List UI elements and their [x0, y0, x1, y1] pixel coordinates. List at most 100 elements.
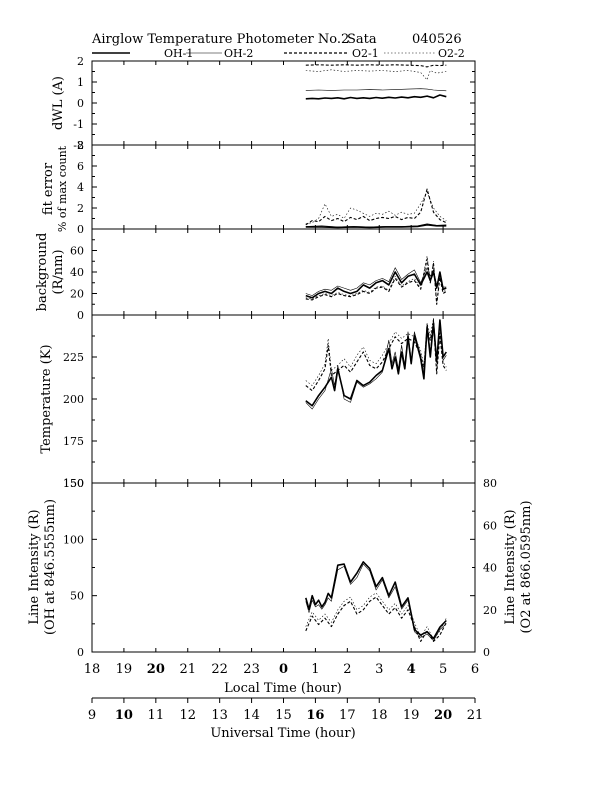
local-time-tick-label: 6: [471, 662, 479, 677]
y-tick-label: 225: [63, 351, 84, 364]
ylabel-fit-error: fit error: [41, 162, 56, 215]
local-time-tick-label: 3: [375, 662, 383, 677]
date-code: 040526: [412, 32, 462, 47]
series-oh-1-fit-error: [305, 224, 447, 229]
series-oh-2-background: [305, 267, 447, 296]
ylabel-temperature: Temperature (K): [39, 344, 54, 453]
tick-layer: 210-1-2864206040200225200175150150100500…: [63, 55, 497, 723]
local-time-tick-label: 21: [179, 662, 196, 677]
local-time-tick-label: 18: [84, 662, 101, 677]
ylabel-dwl: dWL (A): [51, 76, 66, 130]
local-time-tick-label: 23: [243, 662, 260, 677]
local-time-tick-label: 1: [311, 662, 319, 677]
y-tick-label: 2: [77, 202, 84, 215]
series-o2-1-background: [305, 258, 447, 305]
ylabel2-intensity: (OH at 846.5555nm): [43, 499, 58, 635]
ut-axis-label: Universal Time (hour): [210, 726, 355, 741]
local-time-tick-label: 4: [407, 662, 416, 677]
y-tick-label: 150: [63, 477, 84, 490]
ut-tick-label: 17: [339, 708, 356, 723]
local-time-tick-label: 0: [279, 662, 288, 677]
series-oh-1-temperature: [305, 319, 447, 407]
series-o2-2-fit-error: [305, 192, 447, 225]
chart-title: Airglow Temperature Photometer No.2: [91, 32, 349, 47]
panel-fit-error-frame: [91, 144, 476, 230]
y-tick-label: 0: [77, 223, 84, 236]
series-o2-2-dwl: [305, 69, 447, 81]
series-oh-1-background: [305, 271, 447, 299]
station-name: Sata: [347, 32, 377, 47]
ut-tick-label: 10: [115, 708, 133, 723]
ut-tick-label: 12: [179, 708, 196, 723]
local-time-tick-label: 19: [116, 662, 133, 677]
legend-label-o22: O2-2: [438, 47, 465, 60]
right-y-tick-label: 40: [483, 562, 497, 575]
local-time-tick-label: 22: [211, 662, 228, 677]
y-tick-label: 100: [63, 533, 84, 546]
y-tick-label: 4: [77, 181, 84, 194]
right-y-tick-label: 0: [483, 646, 490, 659]
series-oh-2-dwl: [305, 88, 447, 92]
ut-tick-label: 18: [371, 708, 388, 723]
legend: OH-1 OH-2 O2-1 O2-2: [92, 47, 465, 60]
series-oh-2-fit-error: [305, 223, 447, 228]
panel-temperature-frame: [91, 314, 476, 484]
panel-dwl-frame: [91, 60, 476, 146]
series-oh-2-temperature: [305, 318, 447, 410]
panel-background-frame: [91, 228, 476, 316]
y-tick-label: 20: [70, 288, 84, 301]
series-o2-2-line-intensity: [305, 592, 447, 640]
y-tick-label: 60: [70, 245, 84, 258]
local-time-tick-label: 5: [439, 662, 447, 677]
ut-tick-label: 16: [306, 708, 324, 723]
y-tick-label: 0: [77, 646, 84, 659]
y-tick-label: -2: [73, 139, 84, 152]
y-tick-label: 200: [63, 393, 84, 406]
ut-tick-label: 9: [88, 708, 96, 723]
series-o2-1-temperature: [305, 322, 447, 392]
legend-label-oh1: OH-1: [164, 47, 193, 60]
ut-tick-label: 20: [434, 708, 452, 723]
ylabel-intensity: Line Intensity (R): [27, 509, 42, 624]
y-tick-label: 2: [77, 55, 84, 68]
legend-label-oh2: OH-2: [224, 47, 253, 60]
y-tick-label: 8: [77, 139, 84, 152]
series-layer: [305, 64, 447, 642]
series-oh-1-dwl: [305, 94, 447, 100]
series-o2-1-fit-error: [305, 188, 447, 226]
y-tick-label: 1: [77, 76, 84, 89]
y-tick-label: 0: [77, 97, 84, 110]
y-tick-label: 175: [63, 435, 84, 448]
series-o2-1-line-intensity: [305, 596, 447, 642]
series-oh-1-line-intensity: [305, 561, 447, 640]
y-tick-label: -1: [73, 118, 84, 131]
right-y-tick-label: 60: [483, 519, 497, 532]
legend-label-o21: O2-1: [352, 47, 379, 60]
right-y-tick-label: 80: [483, 477, 497, 490]
local-time-tick-label: 2: [343, 662, 351, 677]
ylabel-background: background: [35, 233, 50, 312]
right-y-tick-label: 20: [483, 604, 497, 617]
ylabel2-fit-error: % of max count: [56, 145, 69, 232]
ut-tick-label: 14: [243, 708, 260, 723]
ut-tick-label: 21: [467, 708, 484, 723]
ut-tick-label: 19: [403, 708, 420, 723]
local-time-axis-label: Local Time (hour): [224, 681, 342, 696]
series-o2-1-dwl: [305, 64, 447, 68]
right-ylabel-intensity: Line Intensity (R): [503, 509, 518, 624]
local-time-tick-label: 20: [147, 662, 165, 677]
ut-tick-label: 15: [275, 708, 292, 723]
ut-tick-label: 11: [148, 708, 165, 723]
y-tick-label: 0: [77, 309, 84, 322]
y-tick-label: 6: [77, 160, 84, 173]
y-tick-label: 40: [70, 266, 84, 279]
y-tick-label: 150: [63, 477, 84, 490]
ylabel2-background: (R/nm): [51, 249, 66, 294]
panel-intensity-frame: [91, 482, 476, 653]
series-oh-2-line-intensity: [305, 563, 447, 642]
y-tick-label: 50: [70, 590, 84, 603]
series-o2-2-temperature: [305, 318, 447, 386]
ut-tick-label: 13: [211, 708, 228, 723]
right-ylabel2-intensity: (O2 at 866.0595nm): [519, 500, 534, 633]
